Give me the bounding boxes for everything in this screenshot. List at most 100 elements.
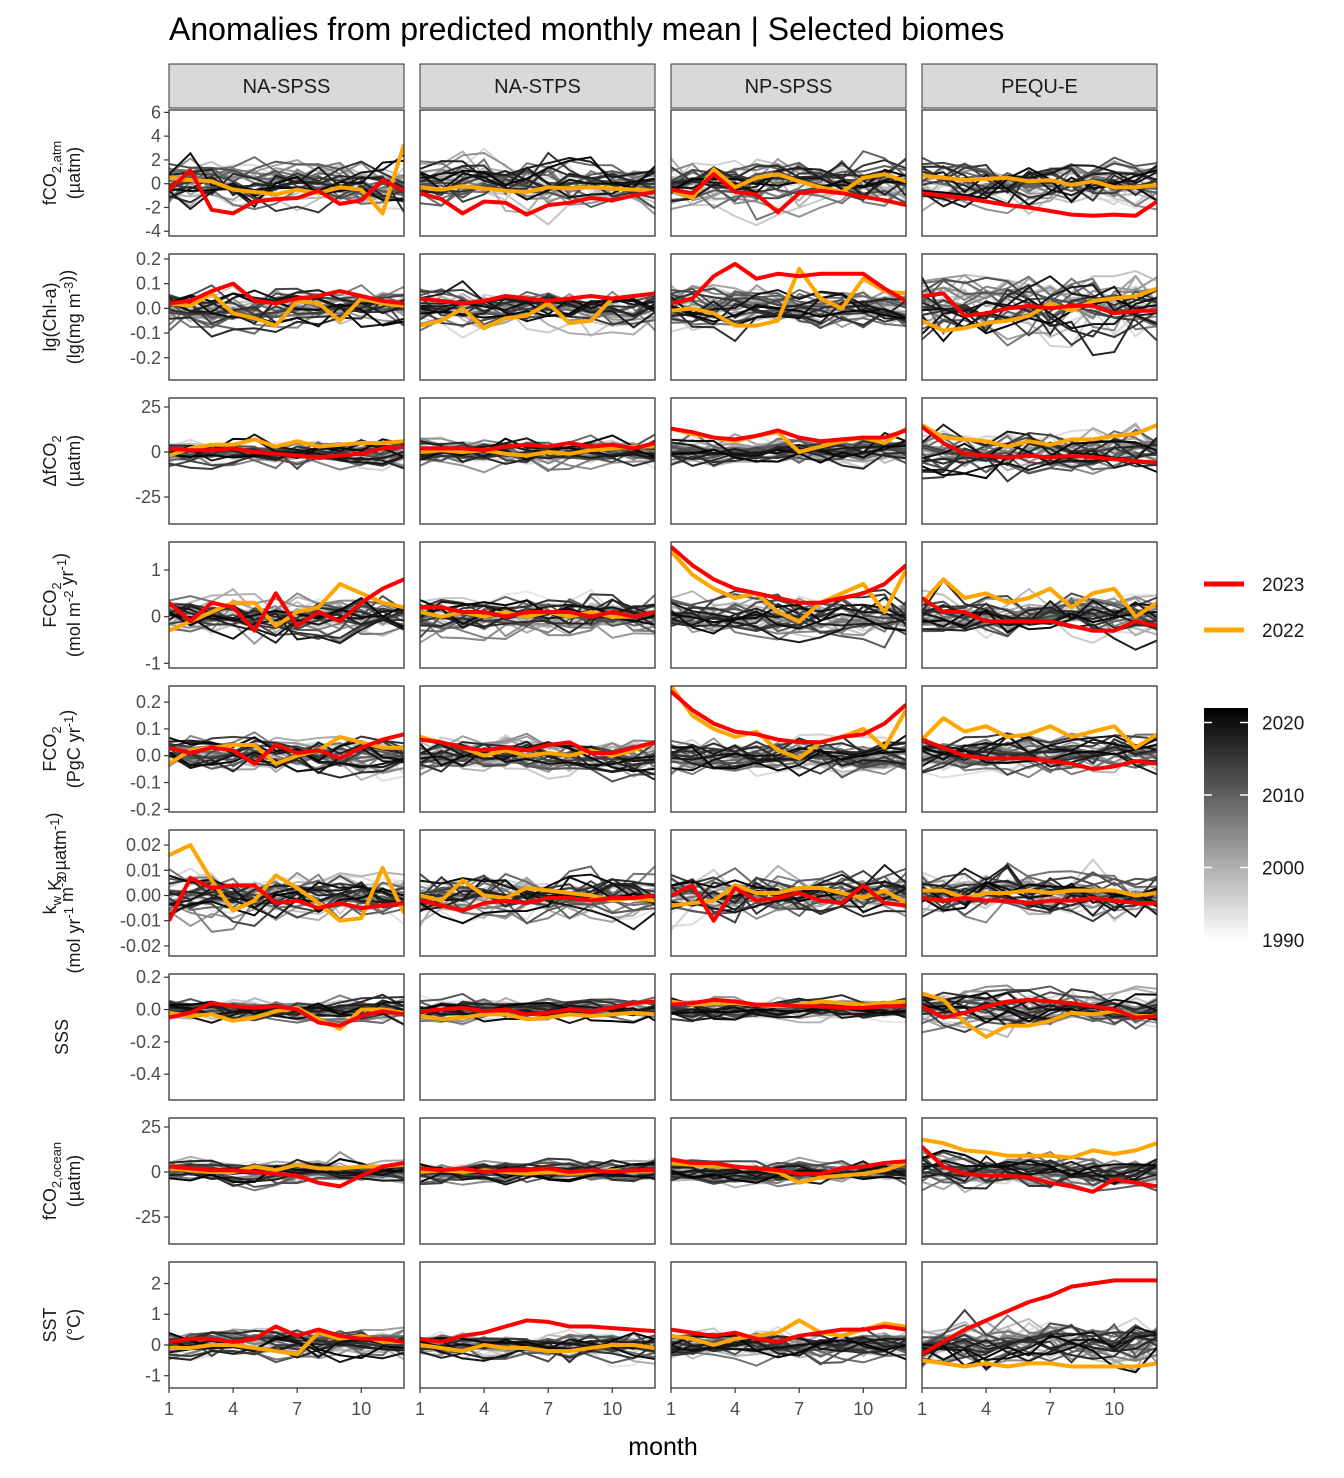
y-tick-label: -0.2: [130, 799, 161, 819]
facet-strip: [419, 63, 656, 109]
series-2023-line: [169, 281, 404, 306]
panel-series: [420, 732, 655, 783]
panel-series: [671, 1156, 906, 1189]
panel-series: [169, 577, 404, 645]
panel-border: [419, 973, 656, 1101]
series-2022-line: [671, 167, 906, 200]
x-tick-label: 1: [666, 1399, 676, 1419]
panel-series: [671, 261, 906, 343]
panel-series: [922, 269, 1157, 357]
panel-series: [420, 588, 655, 644]
row-label: SST (°C): [40, 1307, 84, 1342]
x-tick-label: 7: [292, 1399, 302, 1419]
series-2023-line: [922, 896, 1157, 906]
series-2023-line: [671, 997, 906, 1010]
panel-series: [922, 577, 1157, 651]
y-tick-label: -1: [145, 653, 161, 673]
year-line: [420, 749, 655, 768]
panel-background: [169, 974, 404, 1100]
panel-border: [168, 1261, 405, 1389]
panel-border: [168, 109, 405, 237]
y-tick-label: -0.4: [130, 1064, 161, 1084]
series-2023-line: [671, 426, 906, 444]
row-label-line: fCO2,atm: [40, 141, 64, 206]
x-tick-label: 10: [351, 1399, 371, 1419]
panel-border: [921, 541, 1158, 669]
facet-panels: 6 4 2 0 -2 -4 0.2 0.1 0.0 -0.1 -0.2 25 0 -25 1 0 -1 0.2 0.…: [120, 102, 1158, 1389]
colorbar-label: 2020: [1262, 714, 1304, 735]
series-2022-line: [169, 437, 404, 458]
y-tick-label: 0.0: [136, 298, 161, 318]
x-tick-label: 1: [164, 1399, 174, 1419]
year-line: [169, 299, 404, 338]
panel-series: [169, 843, 404, 933]
series-2023-line: [671, 1157, 906, 1176]
y-tick-label: -1: [145, 1366, 161, 1386]
year-line: [922, 883, 1157, 912]
panel-border: [921, 1117, 1158, 1245]
y-tick-label: 4: [151, 126, 161, 146]
series-2023-line: [420, 190, 655, 217]
y-tick-label: -25: [135, 1207, 161, 1227]
panel-series: [922, 1137, 1157, 1194]
panel-series: [922, 984, 1157, 1039]
year-line: [922, 166, 1157, 204]
facet-strip-label: NP-SPSS: [745, 76, 833, 98]
year-line: [671, 439, 906, 459]
colorbar-label: 2000: [1262, 859, 1304, 880]
y-tick-label: -0.1: [130, 323, 161, 343]
y-tick-label: 0: [151, 1335, 161, 1355]
panel-background: [420, 974, 655, 1100]
series-2023-line: [671, 261, 906, 306]
series-2023-line: [169, 1324, 404, 1344]
panel-border: [419, 1117, 656, 1245]
panel-border: [419, 109, 656, 237]
colorbar: [1204, 708, 1248, 940]
colorbar-label: 1990: [1262, 931, 1304, 952]
series-2023-line: [420, 1318, 655, 1344]
row-label: kw K0(mol yr-1 m-2 µatm-1): [40, 812, 84, 973]
panel-border: [168, 253, 405, 381]
year-line: [922, 881, 1157, 912]
year-line: [922, 734, 1157, 767]
row-label-line: kw K0: [40, 872, 69, 915]
year-line: [922, 599, 1157, 630]
facet-strip: [168, 63, 405, 109]
panel-series: [420, 865, 655, 931]
series-2023-line: [169, 732, 404, 766]
year-line: [922, 997, 1157, 1028]
panel-border: [419, 685, 656, 813]
row-label: ΔfCO2 (µatm): [40, 435, 84, 487]
year-line: [922, 732, 1157, 767]
panel-border: [168, 1117, 405, 1245]
series-2023-line: [420, 893, 655, 913]
y-tick-label: 0.00: [126, 886, 161, 906]
facet-strip-label: NA-STPS: [494, 76, 581, 98]
y-tick-label: 0.02: [126, 835, 161, 855]
y-tick-label: -2: [145, 197, 161, 217]
series-2022-line: [922, 173, 1157, 190]
row-label-line: (lg(mg m-3)): [57, 270, 84, 365]
panel-series: [922, 858, 1157, 924]
panel-background: [420, 1262, 655, 1388]
year-line: [169, 1339, 404, 1352]
row-label-line: (µatm): [64, 1155, 84, 1207]
series-2023-line: [922, 596, 1157, 633]
series-2023-line: [671, 883, 906, 923]
row-label-line: (PgC yr-1): [57, 710, 84, 789]
year-line: [420, 298, 655, 319]
row-label-line: SST: [40, 1307, 60, 1342]
year-line: [922, 442, 1157, 467]
year-line: [922, 599, 1157, 631]
panel-border: [168, 685, 405, 813]
series-2022-line: [922, 1137, 1157, 1160]
year-line: [671, 305, 906, 323]
chart-title: Anomalies from predicted monthly mean | …: [169, 11, 1004, 47]
year-line: [420, 156, 655, 194]
panel-series: [169, 1324, 404, 1364]
series-2023-line: [420, 291, 655, 306]
year-line: [420, 877, 655, 931]
year-line: [671, 596, 906, 628]
year-line: [169, 874, 404, 909]
